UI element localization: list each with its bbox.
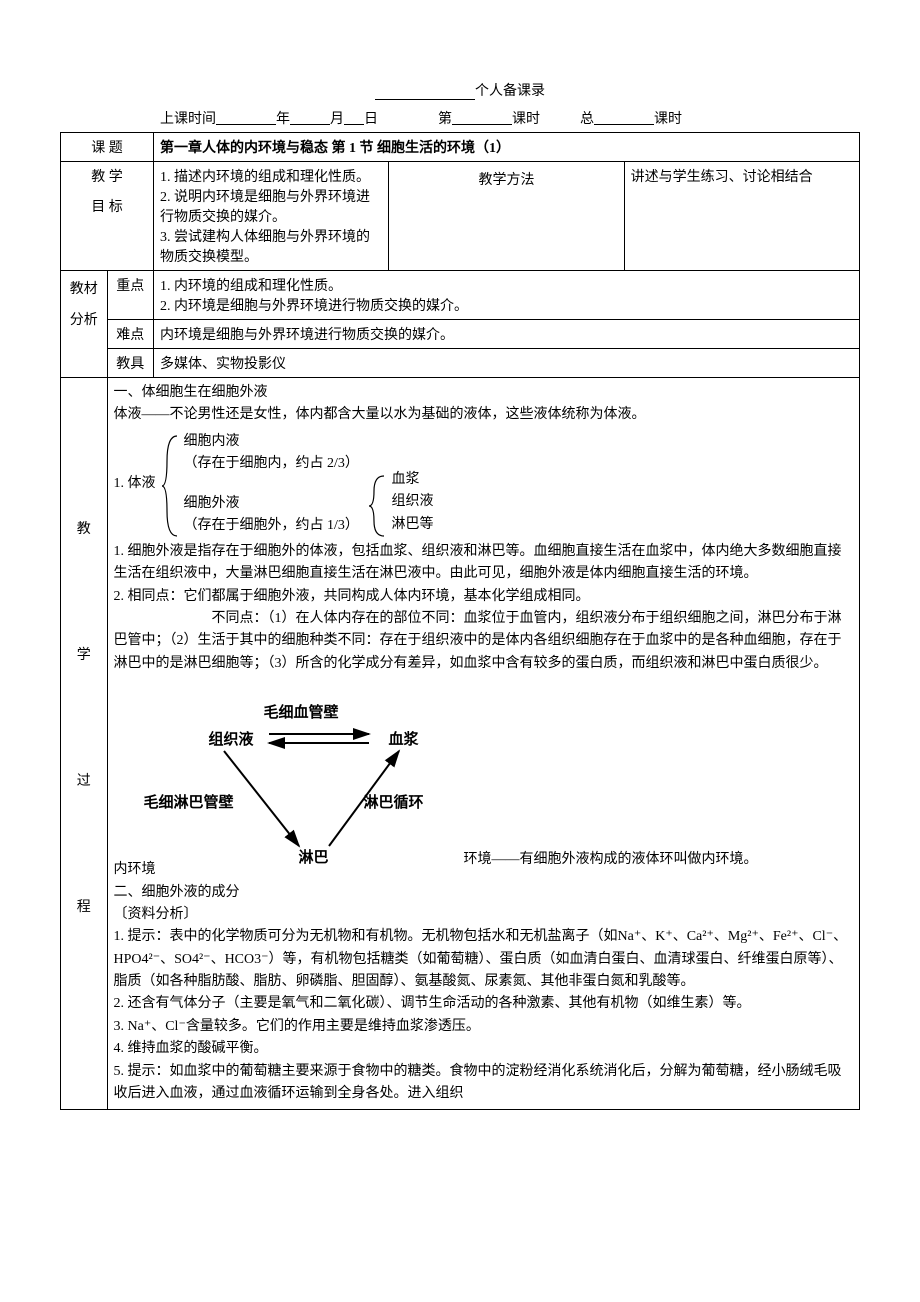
- objectives-label: 教 学 目 标: [61, 162, 154, 271]
- diagram-lymph-capillary: 毛细淋巴管壁: [144, 791, 234, 815]
- para3: 1. 提示：表中的化学物质可分为无机物和有机物。无机物包括水和无机盐离子（如Na…: [114, 926, 854, 993]
- difficulty-label: 难点: [107, 320, 154, 349]
- para7: 5. 提示：如血浆中的葡萄糖主要来源于食物中的糖类。食物中的淀粉经消化系统消化后…: [114, 1061, 854, 1106]
- objectives-value: 1. 描述内环境的组成和理化性质。 2. 说明内环境是细胞与外界环境进行物质交换…: [154, 162, 389, 271]
- diagram-capillary-wall: 毛细血管壁: [264, 701, 339, 725]
- plasma-text: 血浆: [392, 469, 434, 491]
- extracellular: 细胞外液: [184, 493, 359, 515]
- fluid-hierarchy: 1. 体液 细胞内液 （存在于细胞内，约占 2/3） 细胞外液 （存在于细胞外，…: [114, 431, 854, 541]
- tools-label: 教具: [107, 349, 154, 378]
- body-fluid-def: 体液——不论男性还是女性，体内都含大量以水为基础的液体，这些液体统称为体液。: [114, 404, 854, 426]
- teaching-process-content: 一、体细胞生在细胞外液 体液——不论男性还是女性，体内都含大量以水为基础的液体，…: [107, 378, 860, 1110]
- day-label: 日: [364, 108, 378, 128]
- env-def-right: 环境——有细胞外液构成的液体环叫做内环境。: [464, 852, 758, 867]
- extracellular-note: （存在于细胞外，约占 1/3）: [184, 515, 359, 537]
- para6: 4. 维持血浆的酸碱平衡。: [114, 1038, 854, 1060]
- tissue-fluid-text: 组织液: [392, 491, 434, 513]
- bracket-icon: [162, 431, 182, 541]
- diagram-tissue-fluid: 组织液: [209, 728, 254, 752]
- keypoint-value: 1. 内环境的组成和理化性质。 2. 内环境是细胞与外界环境进行物质交换的媒介。: [154, 271, 860, 320]
- extracellular-block: 细胞外液 （存在于细胞外，约占 1/3）: [184, 493, 359, 538]
- intracellular: 细胞内液: [184, 431, 359, 453]
- total-prefix: 总: [580, 108, 594, 128]
- topic-label: 课 题: [61, 133, 154, 162]
- analysis-label: 〔资料分析〕: [114, 904, 854, 926]
- diagram-lymph: 淋巴: [299, 846, 329, 870]
- method-label: 教学方法: [389, 162, 624, 271]
- header-title-text: 个人备课录: [475, 84, 545, 99]
- lymph-text: 淋巴等: [392, 514, 434, 536]
- lesson-plan-table: 课 题 第一章人体的内环境与稳态 第 1 节 细胞生活的环境（1） 教 学 目 …: [60, 132, 860, 1110]
- diagram-row: 毛细血管壁 组织液 血浆 毛细淋巴管壁 淋巴循环 淋巴 环境——有细胞外液构成的…: [114, 681, 854, 881]
- topic-value: 第一章人体的内环境与稳态 第 1 节 细胞生活的环境（1）: [154, 133, 860, 162]
- year-label: 年: [276, 108, 290, 128]
- keypoint-label: 重点: [107, 271, 154, 320]
- method-value: 讲述与学生练习、讨论相结合: [624, 162, 859, 271]
- obj-label-1: 教 学: [67, 166, 147, 186]
- para1: 1. 细胞外液是指存在于细胞外的体液，包括血浆、组织液和淋巴等。血细胞直接生活在…: [114, 541, 854, 586]
- intracellular-block: 细胞内液 （存在于细胞内，约占 2/3）: [184, 431, 359, 476]
- header-title: 个人备课录: [60, 80, 860, 100]
- process-label: 教 学 过 程: [61, 378, 108, 1110]
- diagram-lymph-circ: 淋巴循环: [364, 791, 424, 815]
- plasma-etc: 血浆 组织液 淋巴等: [392, 469, 434, 536]
- period-suffix: 课时: [512, 108, 540, 128]
- fluid-label: 1. 体液: [114, 473, 156, 495]
- section1-title: 一、体细胞生在细胞外液: [114, 382, 854, 404]
- difficulty-value: 内环境是细胞与外界环境进行物质交换的媒介。: [154, 320, 860, 349]
- bracket2-icon: [369, 471, 389, 541]
- para2: 2. 相同点：它们都属于细胞外液，共同构成人体内环境，基本化学组成相同。: [114, 586, 854, 608]
- obj-label-2: 目 标: [67, 196, 147, 216]
- total-suffix: 课时: [654, 108, 682, 128]
- class-time-label: 上课时间: [160, 108, 216, 128]
- fluid-diagram: 毛细血管壁 组织液 血浆 毛细淋巴管壁 淋巴循环 淋巴: [114, 691, 464, 871]
- header-meta-row: 上课时间 年 月 日 第 课时 总 课时: [60, 108, 860, 128]
- env-def-block: 环境——有细胞外液构成的液体环叫做内环境。: [464, 849, 854, 881]
- month-label: 月: [330, 108, 344, 128]
- section2-title: 二、细胞外液的成分: [114, 882, 854, 904]
- diagram-plasma: 血浆: [389, 728, 419, 752]
- intracellular-note: （存在于细胞内，约占 2/3）: [184, 453, 359, 475]
- period-prefix: 第: [438, 108, 452, 128]
- material-analysis-label: 教材分析: [61, 271, 108, 378]
- tools-value: 多媒体、实物投影仪: [154, 349, 860, 378]
- para2b: 不同点：（1）在人体内存在的部位不同：血浆位于血管内，组织液分布于组织细胞之间，…: [114, 608, 854, 675]
- para4: 2. 还含有气体分子（主要是氧气和二氧化碳）、调节生命活动的各种激素、其他有机物…: [114, 993, 854, 1015]
- para5: 3. Na⁺、Cl⁻含量较多。它们的作用主要是维持血浆渗透压。: [114, 1016, 854, 1038]
